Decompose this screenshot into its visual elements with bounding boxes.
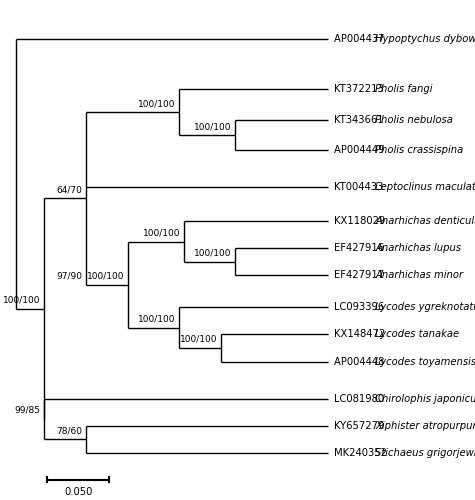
Text: Pholis crassispina: Pholis crassispina: [375, 146, 464, 156]
Text: Anarhichas minor: Anarhichas minor: [375, 270, 464, 280]
Text: MK240352: MK240352: [334, 448, 390, 458]
Text: Lycodes toyamensis: Lycodes toyamensis: [375, 356, 475, 366]
Text: 0.050: 0.050: [64, 487, 92, 497]
Text: 64/70: 64/70: [57, 186, 83, 194]
Text: LC093396: LC093396: [334, 302, 387, 312]
Text: AP004449: AP004449: [334, 146, 388, 156]
Text: EF427917: EF427917: [334, 270, 387, 280]
Text: LC081980: LC081980: [334, 394, 387, 404]
Text: 78/60: 78/60: [57, 426, 83, 435]
Text: AP004437: AP004437: [334, 34, 388, 44]
Text: 99/85: 99/85: [15, 406, 40, 415]
Text: KT004433: KT004433: [334, 182, 386, 192]
Text: 100/100: 100/100: [143, 228, 180, 237]
Text: Lycodes ygreknotatus: Lycodes ygreknotatus: [375, 302, 475, 312]
Text: 100/100: 100/100: [194, 122, 231, 131]
Text: Pholis nebulosa: Pholis nebulosa: [375, 115, 453, 125]
Text: Pholis fangi: Pholis fangi: [375, 84, 433, 94]
Text: 97/90: 97/90: [57, 272, 83, 280]
Text: AP004448: AP004448: [334, 356, 387, 366]
Text: KT343661: KT343661: [334, 115, 387, 125]
Text: 100/100: 100/100: [87, 272, 124, 280]
Text: KX148472: KX148472: [334, 330, 388, 340]
Text: Stichaeus grigorjewi: Stichaeus grigorjewi: [375, 448, 475, 458]
Text: 100/100: 100/100: [194, 249, 231, 258]
Text: Anarhichas denticulatus: Anarhichas denticulatus: [375, 216, 475, 226]
Text: KT372213: KT372213: [334, 84, 387, 94]
Text: 100/100: 100/100: [3, 296, 40, 304]
Text: Hypoptychus dybowskii: Hypoptychus dybowskii: [375, 34, 475, 44]
Text: 100/100: 100/100: [138, 99, 176, 108]
Text: Lycodes tanakae: Lycodes tanakae: [375, 330, 460, 340]
Text: KX118029: KX118029: [334, 216, 389, 226]
Text: EF427916: EF427916: [334, 244, 387, 254]
Text: Leptoclinus maculatus: Leptoclinus maculatus: [375, 182, 475, 192]
Text: Chirolophis japonicus: Chirolophis japonicus: [375, 394, 475, 404]
Text: Xiphister atropurpureus: Xiphister atropurpureus: [375, 420, 475, 430]
Text: 100/100: 100/100: [180, 335, 218, 344]
Text: 100/100: 100/100: [138, 314, 176, 324]
Text: Anarhichas lupus: Anarhichas lupus: [375, 244, 462, 254]
Text: KY657279: KY657279: [334, 420, 387, 430]
